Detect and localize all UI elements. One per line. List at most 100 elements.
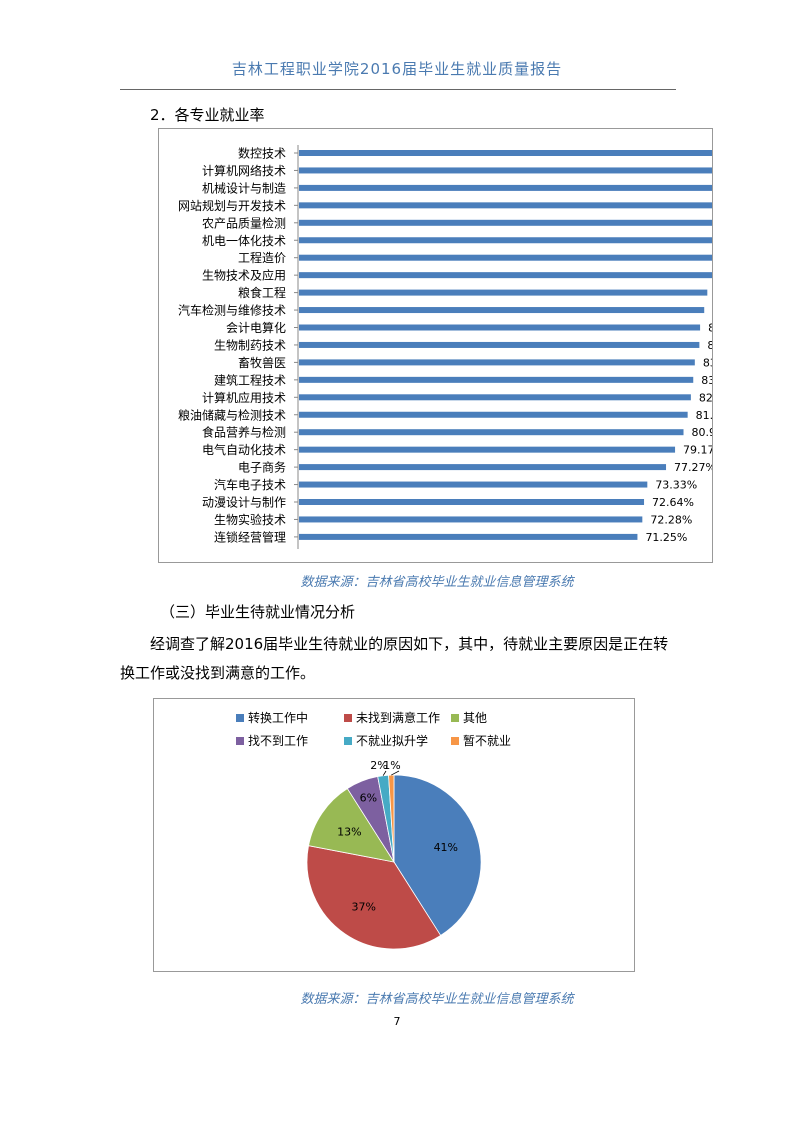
pie-legend-item: 暂不就业: [451, 732, 511, 749]
section-heading-pending: （三）毕业生待就业情况分析: [160, 603, 356, 621]
bar-category-label: 数控技术: [238, 146, 286, 161]
bar-category-label: 电子商务: [238, 460, 286, 475]
bar-category-label: 食品营养与检测: [202, 425, 286, 440]
bar: [299, 533, 638, 540]
bar: [299, 237, 723, 244]
pie-slice-label: 37%: [351, 901, 375, 914]
section-heading-major-rates: 2．各专业就业率: [150, 106, 265, 124]
bar-category-label: 工程造价: [238, 250, 286, 265]
bar: [299, 516, 643, 523]
bar-category-label: 生物技术及应用: [202, 268, 286, 283]
bar: [299, 341, 700, 348]
page-header: 吉林工程职业学院2016届毕业生就业质量报告: [231, 60, 563, 78]
bar: [299, 499, 645, 505]
bar-value-label: 73.33%: [655, 479, 697, 492]
bar: [299, 481, 648, 488]
pie-legend-item: 转换工作中: [236, 709, 308, 726]
pie-legend-swatch: [451, 736, 459, 745]
analysis-paragraph: 经调查了解2016届毕业生待就业的原因如下，其中，待就业主要原因是正在转换工作或…: [120, 630, 680, 688]
bar-value-label: 79.17%: [683, 444, 712, 457]
pie-slice: [306, 845, 442, 950]
pie-legend-label: 其他: [463, 711, 488, 725]
bar-category-label: 生物实验技术: [214, 512, 286, 527]
bar-category-label: 粮油储藏与检测技术: [178, 407, 286, 422]
bar: [299, 289, 708, 296]
pie-chart-frame: 转换工作中 未找到满意工作 其他找不到工作 不就业拟升学 暂不就业 41% 37% 13% 6…: [153, 698, 635, 972]
pie-legend-item: 不就业拟升学: [344, 732, 428, 749]
pie-leader-line: [391, 770, 400, 776]
bar-value-label: 72.28%: [650, 513, 692, 526]
analysis-paragraph-text: 经调查了解2016届毕业生待就业的原因如下，其中，待就业主要原因是正在转换工作或…: [120, 635, 669, 682]
page-number: 7: [393, 1015, 401, 1028]
bar-category-label: 畜牧兽医: [238, 355, 286, 370]
bar-category-label: 生物制药技术: [214, 338, 286, 352]
bar: [299, 167, 755, 174]
pie-chart: 41% 37% 13% 6% 2%1%: [306, 759, 482, 950]
pie-legend-label: 未找到满意工作: [356, 711, 441, 725]
pie-slice-label: 41%: [434, 841, 458, 854]
bar-category-label: 汽车检测与维修技术: [178, 303, 286, 318]
bar-category-label: 计算机网络技术: [202, 163, 286, 178]
pie-slice-label: 1%: [383, 759, 400, 772]
bar: [299, 429, 684, 436]
bar: [299, 359, 695, 366]
bar: [299, 446, 676, 453]
bar-value-label: 71.25%: [645, 531, 687, 544]
pie-legend-swatch: [236, 736, 244, 745]
bar-category-label: 机电一体化技术: [202, 234, 286, 248]
bar-chart-frame: 数控技术96.43%计算机网络技术95.83%机械设计与制造94.67%网站规划…: [158, 128, 794, 563]
pie-legend-label: 暂不就业: [463, 734, 512, 748]
pie-legend-swatch: [236, 713, 244, 722]
bar-category-label: 农产品质量检测: [202, 215, 286, 230]
pie-slice-label: 6%: [360, 791, 377, 804]
pie-legend-item: 找不到工作: [236, 732, 308, 749]
header-divider: [120, 89, 676, 90]
bar-value-label: 84.29%: [707, 339, 712, 352]
bar: [299, 376, 694, 383]
pie-slice: [308, 787, 395, 863]
bar: [299, 307, 705, 314]
bar-category-label: 粮食工程: [238, 285, 286, 300]
bar: [299, 150, 758, 156]
bar: [299, 254, 723, 261]
bar-category-label: 汽车电子技术: [214, 477, 286, 492]
bar: [299, 202, 731, 209]
bar-category-label: 会计电算化: [226, 320, 286, 335]
bar-category-label: 网站规划与开发技术: [178, 198, 286, 213]
bar: [299, 219, 729, 226]
pie-legend-label: 找不到工作: [248, 734, 309, 748]
pie-legend-swatch: [451, 713, 459, 722]
pie-slice-label: 13%: [337, 826, 361, 839]
pie-chart-source-caption: 数据来源：吉林省高校毕业生就业信息管理系统: [300, 992, 574, 1007]
bar: [299, 184, 749, 191]
pie-legend-item: 其他: [451, 709, 487, 726]
pie-slice: [388, 774, 395, 863]
bar-value-label: 83.00%: [701, 374, 712, 387]
bar-chart-source-caption: 数据来源：吉林省高校毕业生就业信息管理系统: [300, 575, 574, 590]
bar-value-label: 77.27%: [674, 461, 712, 474]
bar: [299, 411, 688, 418]
bar-category-label: 建筑工程技术: [214, 372, 286, 387]
bar-value-label: 80.95%: [692, 426, 712, 439]
pie-leader-line: [382, 770, 387, 776]
bar-category-label: 计算机应用技术: [202, 390, 286, 405]
pie-legend-swatch: [344, 713, 352, 722]
bar-value-label: 72.64%: [652, 496, 694, 509]
bar-category-label: 动漫设计与制作: [202, 496, 286, 510]
pie-legend-swatch: [344, 736, 352, 745]
bar-value-label: 81.82%: [696, 409, 712, 422]
bar: [299, 394, 691, 401]
bar-value-label: 82.50%: [699, 391, 712, 404]
bar-value-label: 83.33%: [703, 356, 712, 369]
bar-chart: 数控技术96.43%计算机网络技术95.83%机械设计与制造94.67%网站规划…: [178, 145, 794, 549]
bar-category-label: 机械设计与制造: [202, 180, 286, 195]
bar: [299, 272, 715, 279]
bar: [299, 464, 667, 471]
pie-slice-label: 2%: [370, 759, 387, 772]
pie-slice: [393, 774, 482, 937]
pie-legend-label: 不就业拟升学: [356, 734, 429, 748]
pie-legend-item: 未找到满意工作: [344, 709, 440, 726]
bar: [299, 324, 701, 331]
pie-legend-label: 转换工作中: [248, 711, 309, 725]
bar-value-label: 84.44%: [708, 322, 712, 335]
